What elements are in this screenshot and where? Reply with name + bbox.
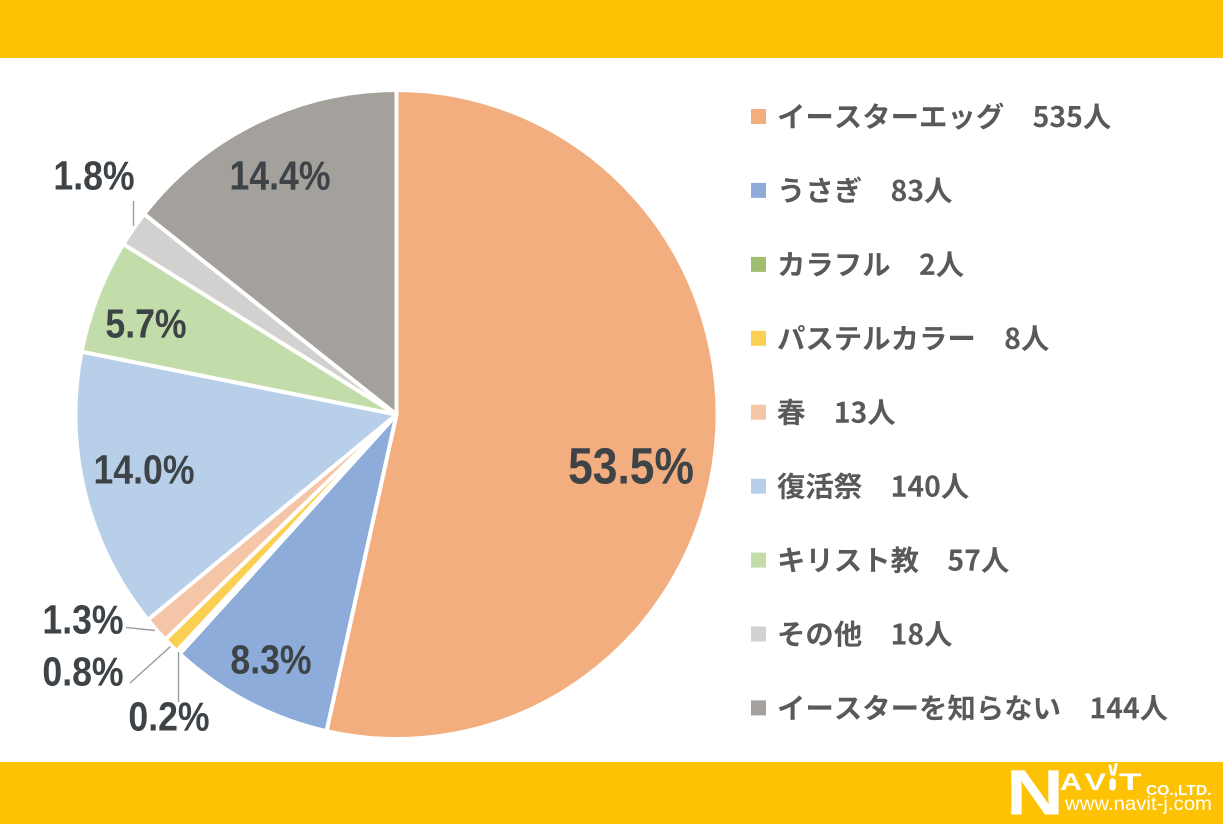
svg-text:V: V [1085, 769, 1107, 796]
svg-text:www.navit-j.com: www.navit-j.com [1064, 793, 1212, 815]
svg-text:CO.,LTD.: CO.,LTD. [1146, 783, 1212, 799]
svg-text:N: N [1006, 757, 1064, 824]
svg-text:T: T [1119, 769, 1142, 796]
svg-text:A: A [1060, 769, 1082, 796]
